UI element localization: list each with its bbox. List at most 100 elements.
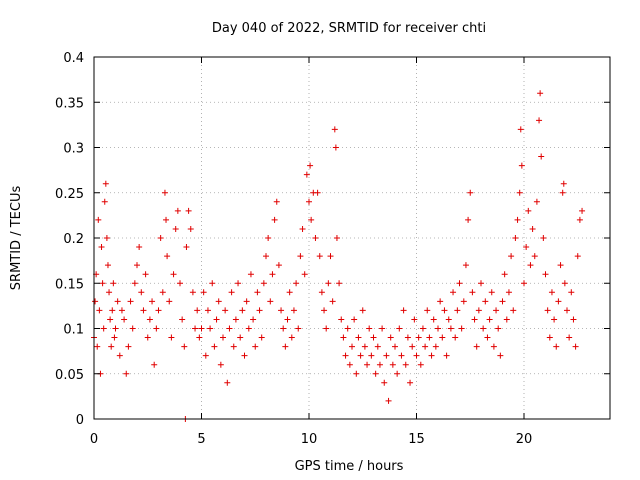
data-point (263, 253, 269, 260)
data-point (389, 361, 396, 368)
data-point (142, 271, 149, 278)
data-point (109, 307, 116, 314)
data-point (516, 189, 523, 196)
data-point (157, 235, 164, 241)
data-point (123, 370, 130, 377)
x-tick-label: 0 (90, 432, 98, 447)
data-point (540, 235, 547, 241)
data-point (271, 216, 278, 223)
data-point (278, 307, 285, 314)
data-point (245, 325, 252, 332)
data-point (355, 334, 362, 341)
data-point (497, 352, 504, 359)
data-point (280, 325, 287, 332)
data-point (170, 271, 177, 278)
data-point (95, 216, 102, 223)
grid-lines (94, 57, 610, 419)
data-point (426, 334, 433, 341)
data-point (96, 307, 103, 314)
data-point (387, 334, 394, 341)
data-point (136, 244, 143, 251)
data-point (376, 361, 383, 368)
data-point (533, 198, 540, 205)
data-point (323, 325, 330, 332)
data-point (557, 262, 564, 269)
data-point (101, 198, 108, 205)
data-point (359, 307, 366, 314)
data-point (501, 271, 508, 278)
data-point (542, 271, 549, 278)
y-tick-label: 0.35 (55, 96, 84, 111)
data-point (140, 307, 147, 314)
data-point (336, 280, 343, 287)
data-point (146, 316, 153, 323)
data-point (187, 225, 194, 232)
data-point (409, 343, 416, 350)
data-point (392, 343, 398, 350)
data-point (364, 361, 371, 368)
data-point (475, 307, 482, 314)
data-point (172, 225, 179, 232)
data-point (503, 316, 510, 323)
y-tick-labels: 0 0.05 0.1 0.15 0.2 0.25 0.3 0.35 0.4 (55, 51, 84, 428)
data-point (183, 244, 190, 251)
data-point (290, 307, 297, 314)
data-point (250, 316, 257, 323)
data-point (185, 207, 192, 214)
data-point (295, 325, 302, 332)
data-point (518, 162, 525, 169)
data-point (215, 298, 222, 305)
data-point (134, 262, 140, 269)
data-point (301, 271, 308, 278)
data-point (510, 307, 517, 314)
data-point (252, 343, 259, 350)
data-point (548, 289, 555, 296)
data-point (537, 90, 544, 97)
data-point (224, 379, 231, 386)
data-point (546, 334, 553, 341)
data-point (551, 316, 558, 323)
data-point (505, 289, 512, 296)
data-point (523, 244, 530, 251)
data-point (177, 280, 183, 287)
data-point (226, 325, 233, 332)
data-point (454, 307, 461, 314)
data-point (402, 361, 409, 368)
data-point (112, 325, 119, 332)
data-point (394, 370, 401, 377)
data-point (321, 307, 328, 314)
data-point (555, 298, 562, 305)
data-point (437, 298, 444, 305)
data-point (456, 280, 463, 287)
data-point (560, 180, 567, 187)
data-point (349, 343, 355, 350)
data-point (514, 216, 521, 223)
data-point (200, 289, 207, 296)
data-point (254, 289, 261, 296)
data-point (121, 316, 128, 323)
data-point (527, 262, 534, 269)
data-point (340, 334, 347, 341)
data-point (220, 334, 226, 341)
chart-title: Day 040 of 2022, SRMTID for receiver cht… (212, 21, 486, 36)
data-point (396, 325, 403, 332)
data-point (424, 307, 431, 314)
data-point (471, 316, 478, 323)
data-point (490, 343, 497, 350)
data-point (435, 325, 441, 332)
data-point (488, 289, 495, 296)
data-point (480, 325, 487, 332)
data-point (572, 343, 579, 350)
data-point (333, 235, 340, 241)
data-point (467, 189, 474, 196)
data-point (576, 216, 583, 223)
x-tick-label: 5 (197, 432, 205, 447)
data-point (144, 334, 151, 341)
data-point (525, 207, 532, 214)
data-point (318, 289, 325, 296)
data-point (129, 325, 136, 332)
data-point (432, 343, 439, 350)
data-point (521, 280, 527, 287)
axes (93, 56, 611, 420)
data-point (570, 316, 577, 323)
